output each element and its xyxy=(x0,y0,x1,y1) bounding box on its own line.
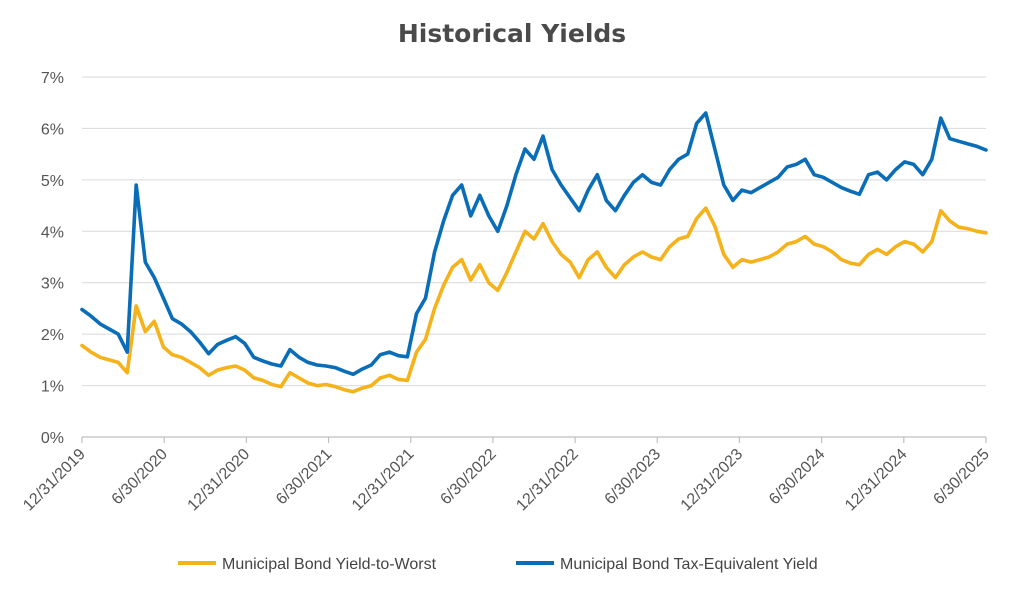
legend-label-yield-to-worst: Municipal Bond Yield-to-Worst xyxy=(222,556,437,573)
y-tick-label: 6% xyxy=(41,121,64,138)
x-tick-label: 12/31/2023 xyxy=(678,446,747,515)
x-tick-label: 12/31/2020 xyxy=(185,446,254,515)
x-tick-label: 6/30/2025 xyxy=(930,446,992,508)
x-tick-label: 6/30/2023 xyxy=(602,446,664,508)
x-tick-label: 12/31/2021 xyxy=(349,446,418,515)
series-layer xyxy=(80,111,988,394)
y-tick-label: 3% xyxy=(41,276,64,293)
grid-layer xyxy=(82,76,986,438)
series-line-tax-equivalent xyxy=(80,111,988,377)
x-tick-label: 6/30/2024 xyxy=(766,446,828,508)
chart-title: Historical Yields xyxy=(398,19,626,48)
x-axis-ticks: 12/31/2019 6/30/2020 12/31/2020 6/30/2021 12… xyxy=(20,437,993,514)
series-line-yield-to-worst xyxy=(80,206,988,394)
x-tick-label: 6/30/2022 xyxy=(437,446,499,508)
y-tick-label: 2% xyxy=(41,327,64,344)
x-tick-label: 12/31/2024 xyxy=(842,446,911,515)
y-tick-label: 0% xyxy=(41,430,64,447)
legend-label-tax-equivalent: Municipal Bond Tax-Equivalent Yield xyxy=(560,556,818,573)
y-tick-label: 7% xyxy=(41,70,64,87)
y-tick-label: 1% xyxy=(41,379,64,396)
y-tick-label: 4% xyxy=(41,224,64,241)
legend: Municipal Bond Yield-to-Worst Municipal … xyxy=(178,556,818,573)
x-tick-label: 6/30/2021 xyxy=(273,446,335,508)
y-tick-label: 5% xyxy=(41,173,64,190)
x-tick-label: 12/31/2019 xyxy=(20,446,89,515)
y-axis-ticks: 0% 1% 2% 3% 4% 5% 6% 7% xyxy=(41,70,64,447)
x-tick-label: 6/30/2020 xyxy=(109,446,171,508)
x-tick-label: 12/31/2022 xyxy=(513,446,582,515)
